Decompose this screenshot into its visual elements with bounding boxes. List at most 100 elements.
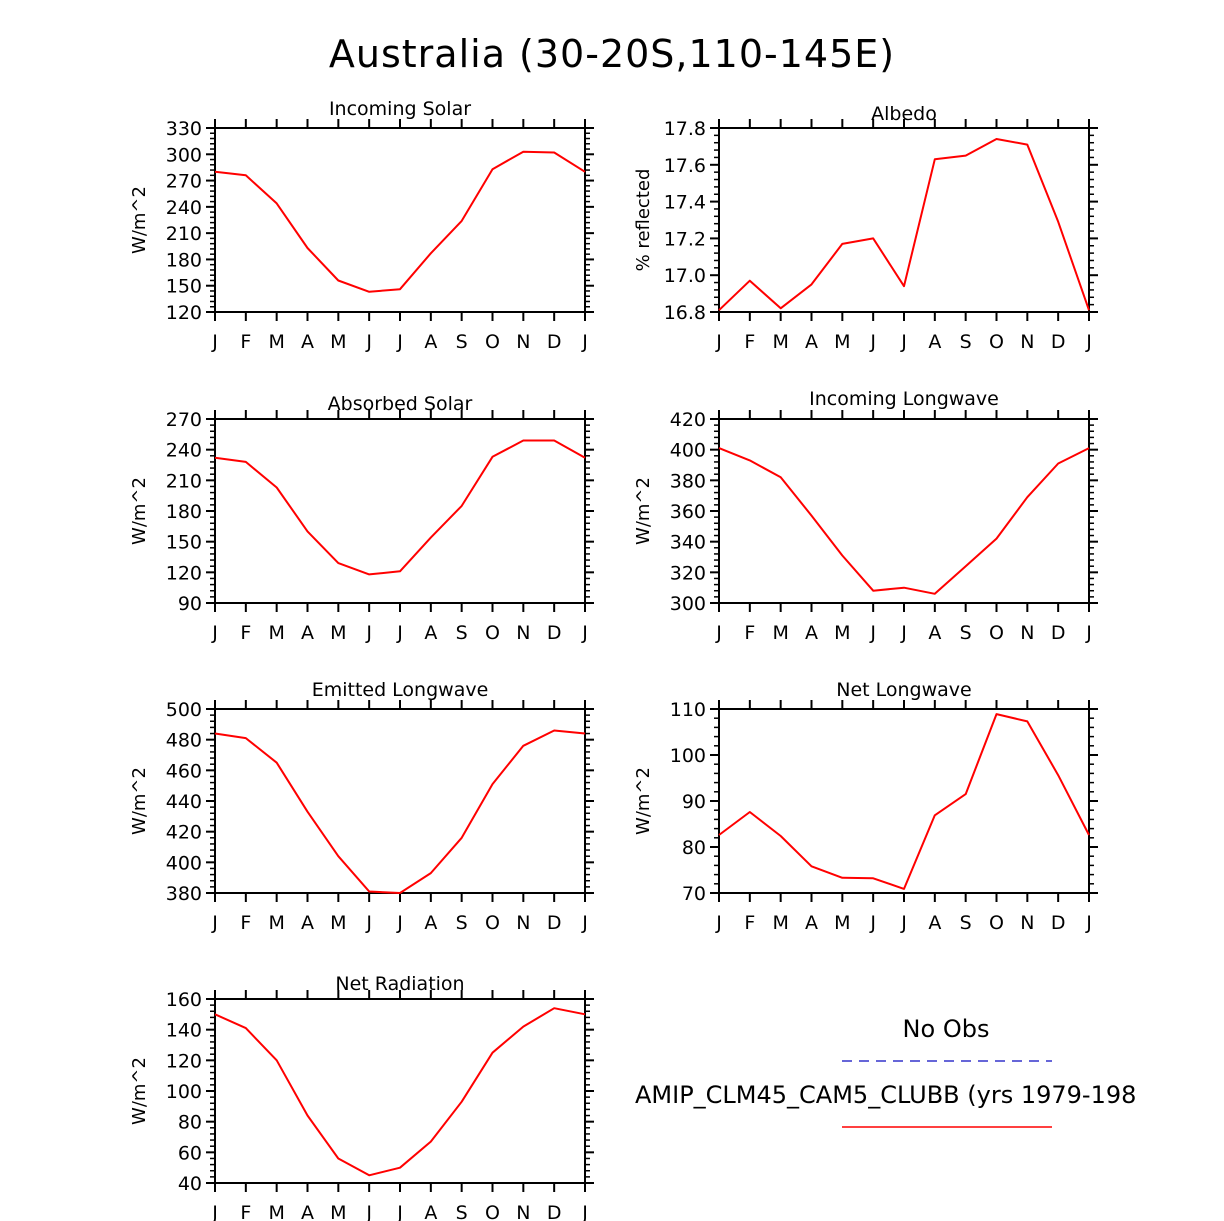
x-tick-label: S	[960, 912, 972, 934]
y-tick-label: 120	[166, 302, 202, 324]
y-tick-label: 150	[166, 532, 202, 554]
y-tick-label: 360	[670, 501, 706, 523]
x-tick-label: M	[834, 331, 850, 353]
y-tick-label: 160	[166, 989, 202, 1011]
y-tick-label: 150	[166, 276, 202, 298]
x-tick-label: J	[396, 912, 403, 934]
x-tick-label: J	[869, 622, 876, 644]
y-tick-label: 140	[166, 1020, 202, 1042]
legend-obs-label: No Obs	[903, 1015, 990, 1043]
y-tick-label: 380	[670, 470, 706, 492]
x-tick-label: N	[516, 912, 530, 934]
x-tick-label: M	[834, 622, 850, 644]
y-tick-label: 240	[166, 440, 202, 462]
x-tick-label: J	[581, 912, 588, 934]
x-tick-label: F	[240, 331, 251, 353]
x-tick-label: M	[268, 331, 284, 353]
y-tick-label: 420	[670, 409, 706, 431]
x-tick-label: M	[268, 622, 284, 644]
y-tick-label: 120	[166, 562, 202, 584]
y-tick-label: 120	[166, 1050, 202, 1072]
x-tick-label: O	[485, 331, 500, 353]
x-tick-label: S	[456, 912, 468, 934]
x-tick-label: J	[869, 912, 876, 934]
x-tick-label: D	[547, 622, 562, 644]
y-tick-label: 320	[670, 562, 706, 584]
panel-title: Net Longwave	[836, 679, 972, 701]
y-tick-label: 180	[166, 249, 202, 271]
x-tick-label: A	[301, 331, 314, 353]
y-tick-label: 270	[166, 409, 202, 431]
x-tick-label: N	[1020, 622, 1034, 644]
panel-title: Net Radiation	[335, 973, 464, 995]
y-tick-label: 17.6	[664, 155, 706, 177]
y-axis-label: W/m^2	[129, 767, 150, 835]
x-tick-label: J	[211, 331, 218, 353]
plot-frame	[214, 127, 586, 313]
x-tick-label: S	[960, 331, 972, 353]
x-tick-label: A	[424, 331, 437, 353]
plot-frame	[718, 418, 1090, 604]
y-tick-label: 400	[670, 440, 706, 462]
x-tick-label: A	[928, 912, 941, 934]
y-tick-label: 17.0	[664, 265, 706, 287]
y-axis-label: W/m^2	[129, 186, 150, 254]
series-line	[214, 150, 586, 293]
x-tick-label: O	[485, 622, 500, 644]
y-tick-label: 80	[178, 1112, 202, 1134]
x-tick-label: F	[240, 1202, 251, 1221]
x-tick-label: M	[772, 622, 788, 644]
x-tick-label: O	[989, 331, 1004, 353]
x-tick-label: J	[211, 1202, 218, 1221]
x-tick-label: M	[330, 331, 346, 353]
plot-frame	[718, 708, 1090, 894]
y-tick-label: 380	[166, 883, 202, 905]
x-tick-label: J	[396, 331, 403, 353]
x-tick-label: J	[1085, 912, 1092, 934]
x-tick-label: D	[547, 1202, 562, 1221]
x-tick-label: M	[268, 912, 284, 934]
x-tick-label: N	[516, 1202, 530, 1221]
y-tick-label: 300	[670, 593, 706, 615]
x-tick-label: J	[869, 331, 876, 353]
y-tick-label: 460	[166, 760, 202, 782]
x-tick-label: N	[1020, 912, 1034, 934]
x-tick-label: N	[516, 622, 530, 644]
x-tick-label: A	[424, 1202, 437, 1221]
x-tick-label: M	[834, 912, 850, 934]
panel-3: J F M A M J J A S O N D J90120150180210240270Absorbe…	[129, 393, 594, 644]
y-tick-label: 90	[682, 791, 706, 813]
y-tick-label: 110	[670, 699, 706, 721]
plot-frame	[214, 998, 586, 1184]
x-tick-label: J	[365, 1202, 372, 1221]
y-tick-label: 210	[166, 223, 202, 245]
y-tick-label: 420	[166, 822, 202, 844]
panel-title: Incoming Solar	[329, 98, 471, 120]
y-tick-label: 240	[166, 197, 202, 219]
x-tick-label: A	[301, 1202, 314, 1221]
panel-title: Emitted Longwave	[312, 679, 489, 701]
panel-title: Albedo	[871, 103, 937, 125]
x-tick-label: F	[240, 912, 251, 934]
series-line	[214, 439, 586, 576]
y-axis-label: W/m^2	[633, 767, 654, 835]
y-tick-label: 100	[670, 745, 706, 767]
x-tick-label: S	[456, 331, 468, 353]
x-tick-label: S	[456, 1202, 468, 1221]
x-tick-label: A	[928, 622, 941, 644]
y-tick-label: 17.8	[664, 118, 706, 140]
x-tick-label: M	[268, 1202, 284, 1221]
panel-4: J F M A M J J A S O N D J300320340360380400420Incomi…	[633, 388, 1098, 644]
x-tick-label: F	[240, 622, 251, 644]
x-tick-label: J	[396, 1202, 403, 1221]
x-tick-label: F	[744, 912, 755, 934]
x-tick-label: M	[330, 912, 346, 934]
series-line	[718, 713, 1090, 890]
y-axis-label: W/m^2	[129, 477, 150, 545]
y-tick-label: 90	[178, 593, 202, 615]
x-tick-label: F	[744, 331, 755, 353]
x-tick-label: A	[805, 622, 818, 644]
x-tick-label: D	[547, 912, 562, 934]
